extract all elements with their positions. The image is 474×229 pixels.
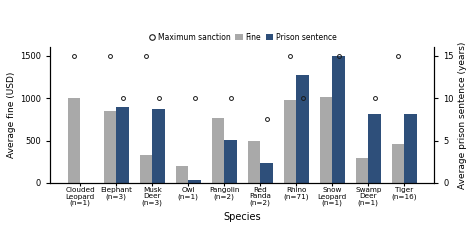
Bar xyxy=(188,180,201,183)
Y-axis label: Average fine (USD): Average fine (USD) xyxy=(7,72,16,158)
Bar xyxy=(140,155,152,183)
Bar xyxy=(283,100,296,183)
Bar xyxy=(296,75,309,183)
Bar xyxy=(247,141,260,183)
Bar xyxy=(404,114,417,183)
Bar xyxy=(104,111,116,183)
Bar xyxy=(224,140,237,183)
Bar xyxy=(356,158,368,183)
Y-axis label: Average prison sentence (years): Average prison sentence (years) xyxy=(458,41,467,189)
Bar xyxy=(319,97,332,183)
Legend: Maximum sanction, Fine, Prison sentence: Maximum sanction, Fine, Prison sentence xyxy=(145,30,339,45)
X-axis label: Species: Species xyxy=(223,212,261,222)
Bar xyxy=(260,163,273,183)
Bar xyxy=(212,118,224,183)
Bar xyxy=(68,98,80,183)
Bar xyxy=(116,107,129,183)
Bar xyxy=(332,56,345,183)
Bar xyxy=(392,144,404,183)
Bar xyxy=(152,109,165,183)
Bar xyxy=(176,166,188,183)
Bar xyxy=(368,114,381,183)
